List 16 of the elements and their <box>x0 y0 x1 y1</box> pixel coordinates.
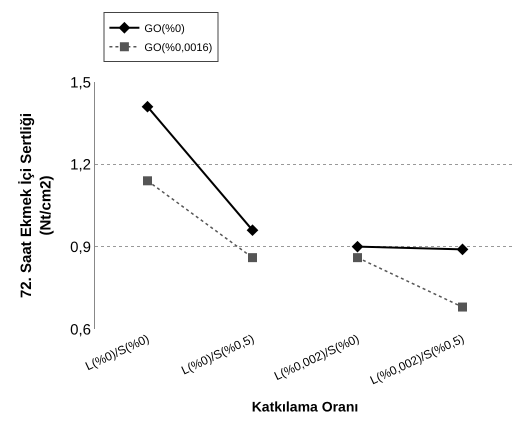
point <box>142 100 154 113</box>
legend-label: GO(%0) <box>144 23 185 36</box>
point <box>248 253 257 262</box>
y-tick-label: 0,9 <box>70 238 91 256</box>
point <box>456 244 468 256</box>
y-axis-title: 72. Saat Ekmek İçi Sertliği (Nt/cm2) <box>18 112 54 298</box>
y-tick-label: 1,2 <box>70 156 91 174</box>
y-tick-label: 1,5 <box>70 74 91 92</box>
point <box>143 176 152 186</box>
x-axis-title: Katkılama Oranı <box>252 398 358 415</box>
y-tick-label: 0,6 <box>70 321 91 338</box>
point <box>458 302 467 312</box>
legend-label: GO(%0,0016) <box>144 42 212 54</box>
point <box>352 240 364 253</box>
point <box>246 224 258 236</box>
point <box>353 253 362 262</box>
